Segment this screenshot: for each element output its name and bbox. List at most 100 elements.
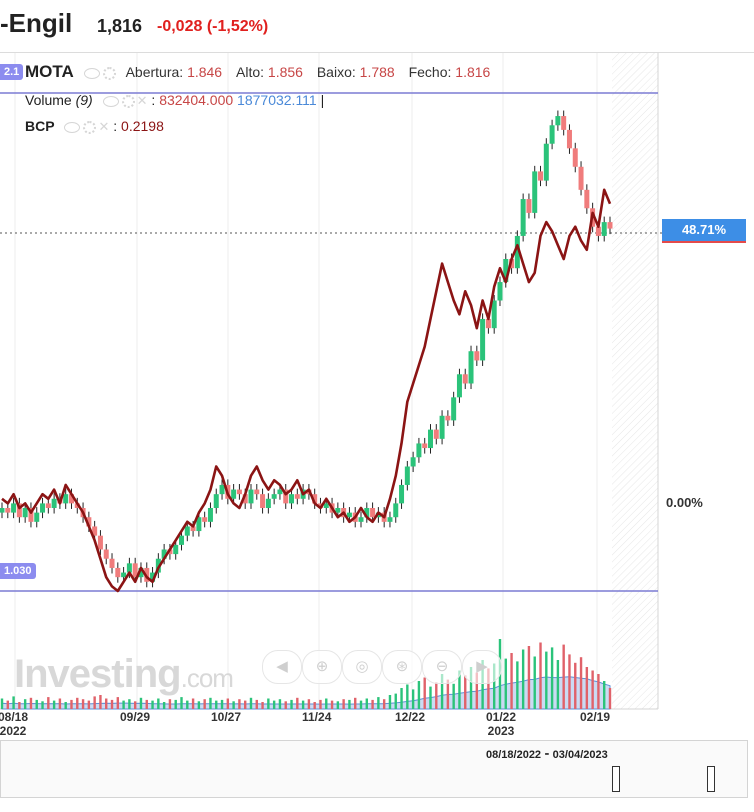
volume-bar [220, 699, 224, 709]
volume-bar [574, 662, 577, 709]
eye-icon[interactable] [102, 95, 119, 107]
volume-period: (9) [75, 92, 93, 108]
zoom-reset-icon[interactable]: ◎ [342, 650, 382, 684]
candle [16, 503, 22, 518]
instrument-name: -Engil [0, 8, 73, 38]
candle [520, 199, 526, 236]
candle [346, 512, 352, 518]
ohlc-legend: MOTA Abertura: 1.846 Alto: 1.856 Baixo: … [25, 62, 490, 82]
volume-bar [492, 663, 496, 709]
volume-bar [29, 697, 33, 709]
zoom-out-icon[interactable]: ⊖ [422, 650, 462, 684]
candle [427, 429, 433, 449]
candle [335, 508, 341, 513]
volume-bar [70, 699, 73, 709]
volume-bar [516, 661, 519, 709]
candle [566, 129, 572, 149]
candle [68, 494, 74, 504]
volume-bar [411, 689, 415, 709]
candle [277, 489, 283, 495]
volume-bar [81, 699, 85, 709]
volume-bar [52, 700, 56, 709]
volume-bar [359, 700, 363, 709]
zoom-in-icon[interactable]: ⊕ [302, 650, 342, 684]
candle [51, 498, 57, 508]
candle [28, 508, 34, 522]
volume-label: Volume [25, 92, 72, 108]
volume-value: 832404.000 [159, 92, 234, 108]
volume-bar [267, 698, 270, 709]
eye-icon[interactable] [83, 67, 100, 79]
candle [584, 189, 590, 209]
low-label: Baixo: [316, 64, 356, 80]
volume-bar [446, 679, 450, 709]
close-value: 1.816 [455, 64, 491, 80]
volume-bar [527, 646, 531, 709]
volume-bar [510, 653, 513, 709]
candle [138, 567, 144, 578]
candle [410, 457, 416, 467]
gear-icon[interactable] [102, 66, 116, 80]
volume-bar [6, 700, 9, 709]
compare-value: 0.2198 [121, 118, 164, 134]
volume-bar [440, 674, 444, 709]
volume-bar [377, 697, 380, 709]
volume-bar [284, 701, 287, 709]
candle [109, 558, 115, 568]
volume-bar [99, 695, 102, 709]
candle [271, 494, 277, 499]
candle [404, 466, 410, 485]
eye-icon[interactable] [64, 121, 81, 133]
volume-bar [435, 682, 438, 709]
current-percent-label: 48.71% [662, 219, 746, 243]
volume-bar [562, 644, 565, 709]
candle [190, 526, 196, 532]
navigator-handle-right[interactable] [707, 766, 715, 792]
navigator[interactable] [0, 740, 748, 798]
gear-icon[interactable] [121, 94, 135, 108]
volume-bar [371, 699, 374, 709]
candle [514, 235, 520, 269]
navigator-handle-left[interactable] [612, 766, 620, 792]
volume-bar [151, 700, 154, 709]
volume-bar [382, 699, 386, 709]
close-icon[interactable]: ✕ [136, 93, 148, 108]
x-tick-label: 08/18 2022 [0, 710, 29, 738]
volume-bar [319, 699, 322, 709]
zoom-out-in-icon[interactable]: ⊛ [382, 650, 422, 684]
candle [312, 494, 318, 504]
candle [433, 429, 439, 439]
volume-bar [139, 697, 143, 709]
scroll-left-icon[interactable]: ◀ [262, 650, 302, 684]
volume-bar [400, 688, 403, 709]
candle [213, 494, 219, 508]
candle [370, 508, 376, 518]
legend-symbol: MOTA [25, 62, 74, 81]
volume-bar [521, 649, 525, 709]
volume-bar [47, 697, 50, 709]
price-change: -0,028 (-1,52%) [157, 18, 269, 35]
scroll-right-icon[interactable]: ▶ [462, 650, 502, 684]
high-tag: 2.1 [0, 64, 24, 80]
volume-bar [174, 699, 177, 709]
volume-bar [180, 697, 183, 709]
volume-bar [255, 699, 258, 709]
bcp-line [1, 188, 612, 593]
candle [416, 443, 422, 458]
volume-bar [585, 667, 589, 709]
candle [462, 374, 468, 384]
volume-bar [12, 696, 15, 709]
candle [387, 517, 393, 522]
candle [173, 544, 179, 555]
navigator-range-label: 08/18/2022 ⁃ 03/04/2023 [486, 749, 608, 761]
close-icon[interactable]: ✕ [98, 119, 110, 134]
candle [491, 300, 497, 329]
candle [207, 508, 213, 522]
gear-icon[interactable] [83, 120, 97, 134]
candle [231, 489, 237, 499]
volume-bar [133, 701, 137, 709]
candle [45, 503, 51, 508]
candle [103, 549, 109, 559]
volume-bar [406, 684, 409, 709]
volume-bar [209, 697, 212, 709]
